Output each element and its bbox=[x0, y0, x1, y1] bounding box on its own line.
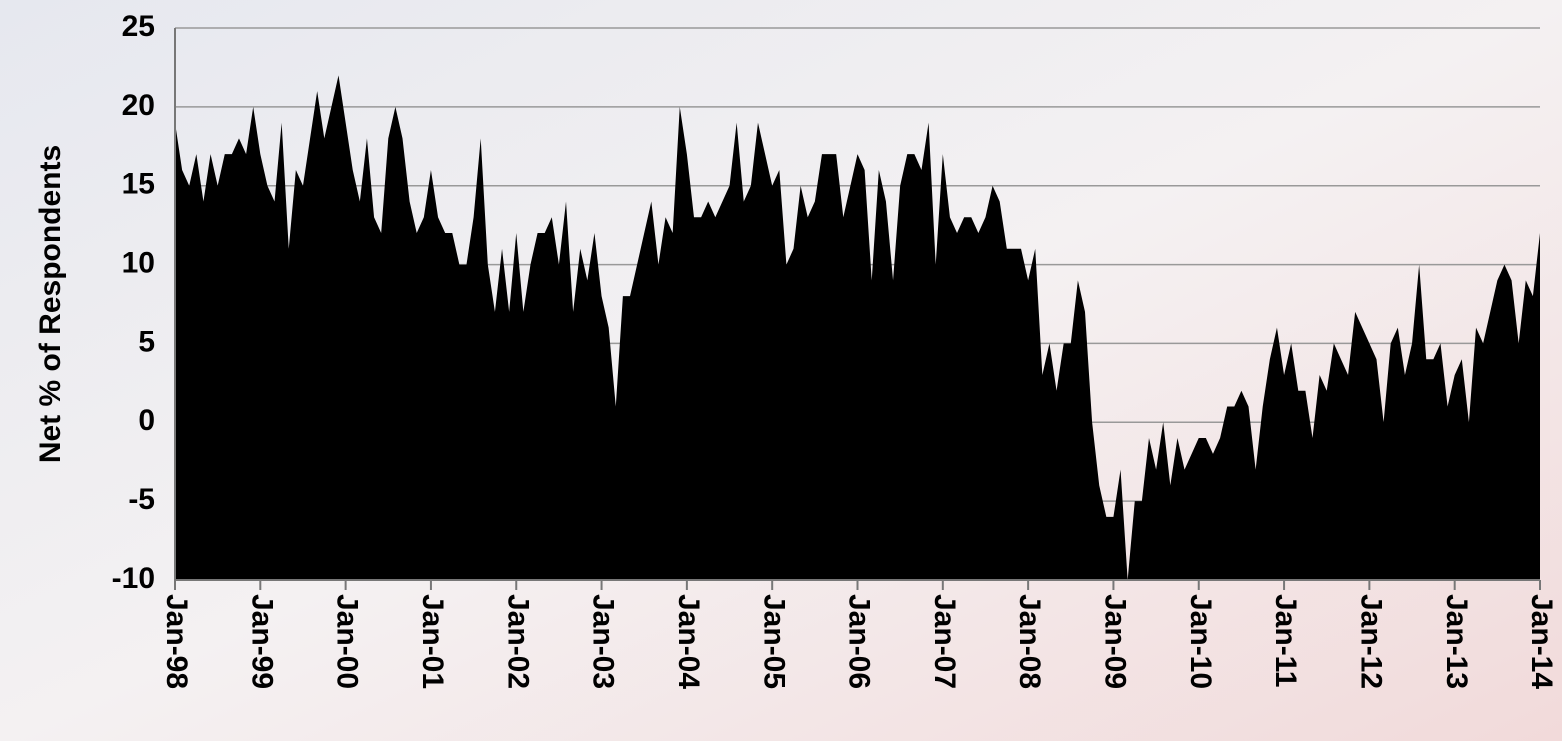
area bbox=[175, 75, 1540, 581]
y-tick-label: 10 bbox=[122, 246, 155, 279]
x-tick-label: Jan-04 bbox=[672, 594, 705, 689]
y-tick-label: -5 bbox=[128, 483, 155, 516]
y-tick-label: 15 bbox=[122, 168, 155, 201]
y-tick-label: 20 bbox=[122, 89, 155, 122]
x-tick-label: Jan-10 bbox=[1184, 594, 1217, 689]
x-tick-label: Jan-07 bbox=[928, 594, 961, 689]
x-tick-label: Jan-08 bbox=[1013, 594, 1046, 689]
x-tick-label: Jan-12 bbox=[1354, 594, 1387, 689]
x-tick-label: Jan-99 bbox=[245, 594, 278, 689]
x-tick-label: Jan-11 bbox=[1269, 594, 1302, 687]
y-axis-title: Net % of Respondents bbox=[34, 145, 67, 463]
x-tick-label: Jan-00 bbox=[331, 594, 364, 689]
x-tick-label: Jan-06 bbox=[843, 594, 876, 689]
x-tick-label: Jan-13 bbox=[1440, 594, 1473, 689]
x-tick-label: Jan-09 bbox=[1099, 594, 1132, 689]
y-tick-label: 25 bbox=[122, 10, 155, 43]
x-tick-label: Jan-05 bbox=[757, 594, 790, 689]
y-tick-label: 5 bbox=[138, 325, 155, 358]
x-tick-label: Jan-01 bbox=[416, 594, 449, 689]
x-tick-label: Jan-98 bbox=[160, 594, 193, 689]
x-tick-label: Jan-03 bbox=[587, 594, 620, 689]
y-tick-label: -10 bbox=[112, 562, 155, 595]
x-tick-label: Jan-14 bbox=[1525, 594, 1558, 689]
x-tick-label: Jan-02 bbox=[501, 594, 534, 689]
y-tick-label: 0 bbox=[138, 404, 155, 437]
